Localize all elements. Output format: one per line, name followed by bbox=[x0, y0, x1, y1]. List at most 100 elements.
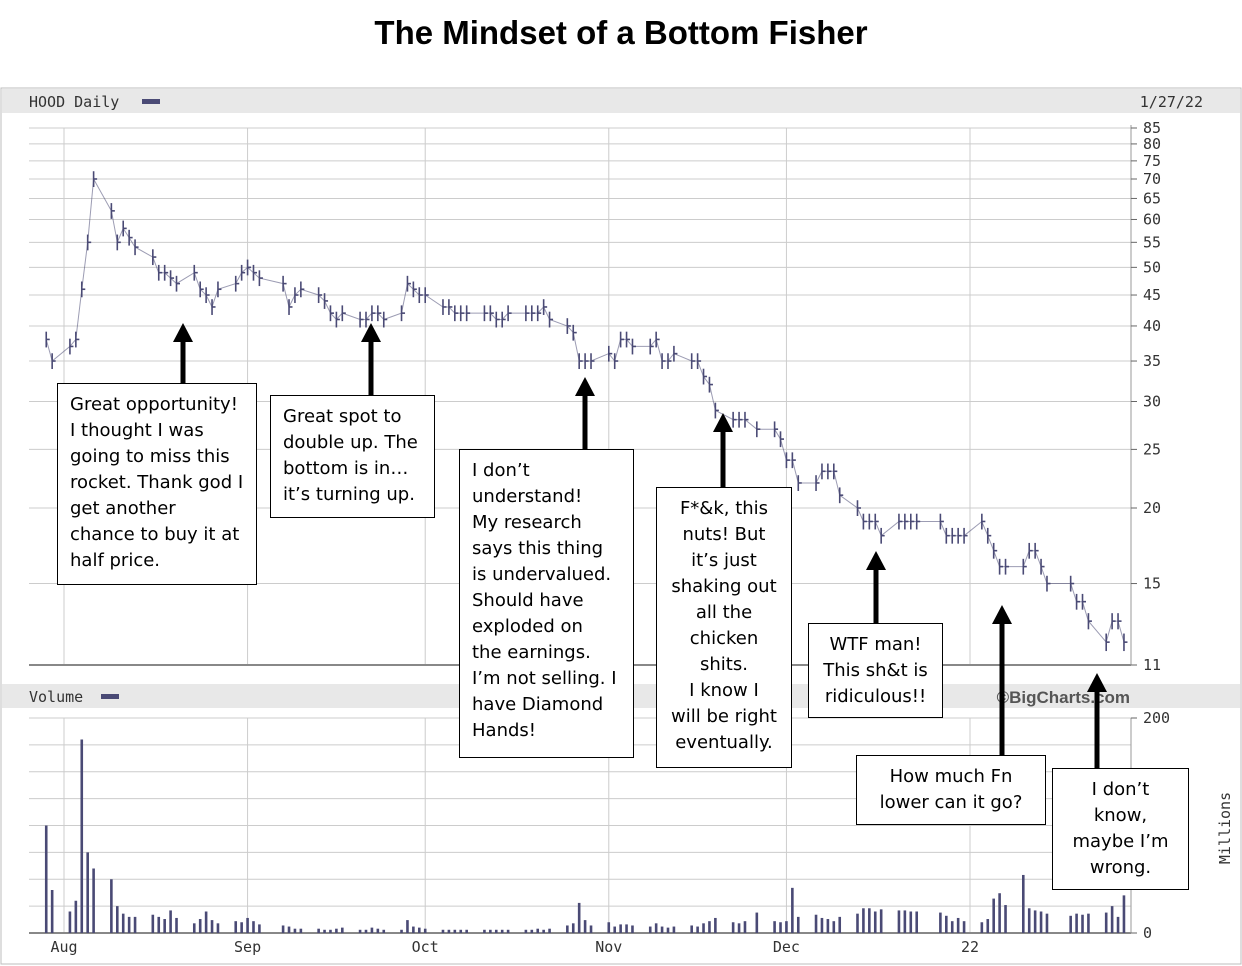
callout-great-opportunity: Great opportunity! I thought I was going… bbox=[57, 383, 257, 585]
price-tick-label: 45 bbox=[1143, 286, 1161, 304]
arrow-4 bbox=[713, 413, 733, 487]
volume-series bbox=[44, 739, 1126, 933]
volume-bar bbox=[868, 908, 871, 933]
volume-bar bbox=[86, 852, 89, 933]
volume-bar bbox=[335, 928, 338, 933]
volume-bar bbox=[524, 929, 528, 933]
volume-bar bbox=[743, 921, 747, 933]
arrow-7 bbox=[1087, 673, 1107, 768]
volume-bar bbox=[210, 920, 214, 933]
volume-bar bbox=[489, 929, 492, 933]
volume-bar bbox=[903, 910, 907, 933]
volume-bar bbox=[494, 929, 498, 933]
volume-bar bbox=[234, 921, 238, 933]
chart-frame bbox=[0, 87, 1242, 965]
arrow-6 bbox=[992, 605, 1012, 755]
volume-bar bbox=[441, 929, 445, 933]
volume-label: Volume bbox=[29, 688, 83, 706]
watermark: ©BigCharts.com bbox=[997, 688, 1130, 707]
volume-bar bbox=[423, 928, 427, 933]
volume-bar bbox=[714, 917, 717, 933]
callout-wtf: WTF man! This sh&t is ridiculous!! bbox=[808, 623, 943, 718]
price-tick-label: 85 bbox=[1143, 119, 1161, 137]
callout-how-much-lower: How much Fn lower can it go? bbox=[856, 755, 1046, 825]
volume-bar bbox=[708, 921, 711, 933]
price-tick-label: 70 bbox=[1143, 170, 1161, 188]
volume-bar bbox=[589, 925, 593, 933]
volume-bar bbox=[548, 928, 551, 933]
volume-bar bbox=[163, 919, 166, 933]
volume-bar bbox=[1087, 913, 1090, 933]
volume-bar bbox=[412, 926, 415, 933]
volume-bar bbox=[465, 929, 468, 933]
volume-bar bbox=[358, 929, 362, 933]
volume-bar bbox=[731, 922, 735, 933]
volume-bar bbox=[1075, 913, 1078, 933]
volume-bar bbox=[939, 912, 942, 933]
volume-bar bbox=[992, 898, 995, 933]
callout-shaking-out: F*&k, this nuts! But it’s just shaking o… bbox=[656, 487, 792, 768]
volume-bar bbox=[1045, 913, 1049, 933]
price-header-strip bbox=[2, 89, 1240, 113]
volume-bar bbox=[826, 919, 830, 933]
volume-bar bbox=[690, 925, 693, 933]
volume-bar bbox=[459, 929, 463, 933]
volume-bar bbox=[950, 921, 954, 933]
volume-bar bbox=[1110, 906, 1114, 933]
price-tick-label: 40 bbox=[1143, 317, 1161, 335]
volume-bar bbox=[631, 925, 634, 933]
volume-bar bbox=[281, 925, 285, 933]
volume-bar bbox=[341, 927, 344, 933]
price-series bbox=[45, 171, 1128, 652]
volume-bar bbox=[127, 916, 131, 933]
volume-bar bbox=[607, 922, 611, 933]
volume-bar bbox=[110, 879, 113, 933]
callout-dont-understand: I don’t understand! My research says thi… bbox=[459, 449, 634, 758]
volume-bar bbox=[329, 929, 332, 933]
symbol-label: HOOD Daily bbox=[29, 93, 119, 111]
volume-bar bbox=[945, 915, 948, 933]
volume-bar bbox=[453, 929, 457, 933]
volume-bar bbox=[204, 911, 208, 933]
price-tick-label: 80 bbox=[1143, 135, 1161, 153]
price-tick-label: 25 bbox=[1143, 440, 1161, 458]
volume-bar bbox=[500, 929, 504, 933]
volume-bar bbox=[755, 912, 759, 933]
price-tick-label: 11 bbox=[1143, 656, 1161, 674]
volume-bar bbox=[198, 919, 202, 933]
volume-bar bbox=[44, 825, 48, 933]
price-legend-swatch bbox=[142, 99, 160, 104]
volume-bar bbox=[998, 893, 1001, 933]
volume-bar bbox=[625, 924, 628, 933]
volume-bar bbox=[1033, 910, 1037, 933]
volume-bar bbox=[737, 923, 741, 933]
volume-bar bbox=[832, 921, 836, 933]
volume-bar bbox=[364, 929, 368, 933]
volume-bar bbox=[192, 923, 196, 933]
volume-bar bbox=[74, 900, 78, 933]
volume-bar bbox=[68, 911, 72, 933]
volume-bar bbox=[956, 917, 960, 933]
price-tick-label: 55 bbox=[1143, 233, 1161, 251]
volume-bar bbox=[169, 910, 172, 933]
volume-bar bbox=[258, 924, 261, 933]
volume-bar bbox=[382, 929, 386, 933]
volume-bar bbox=[660, 926, 664, 933]
volume-bar bbox=[696, 926, 699, 933]
arrow-2 bbox=[361, 323, 381, 395]
volume-bar bbox=[530, 929, 534, 933]
volume-bar bbox=[814, 914, 818, 933]
volume-bar bbox=[909, 911, 913, 933]
volume-bar bbox=[400, 929, 403, 933]
volume-bar bbox=[287, 926, 291, 933]
volume-bar bbox=[702, 923, 705, 933]
volume-bar bbox=[1116, 916, 1120, 933]
volume-bar bbox=[115, 906, 119, 933]
volume-bar bbox=[157, 916, 161, 933]
volume-bar bbox=[1069, 915, 1072, 933]
volume-bar bbox=[92, 868, 95, 933]
volume-bar bbox=[299, 928, 303, 933]
volume-bar bbox=[240, 922, 243, 933]
